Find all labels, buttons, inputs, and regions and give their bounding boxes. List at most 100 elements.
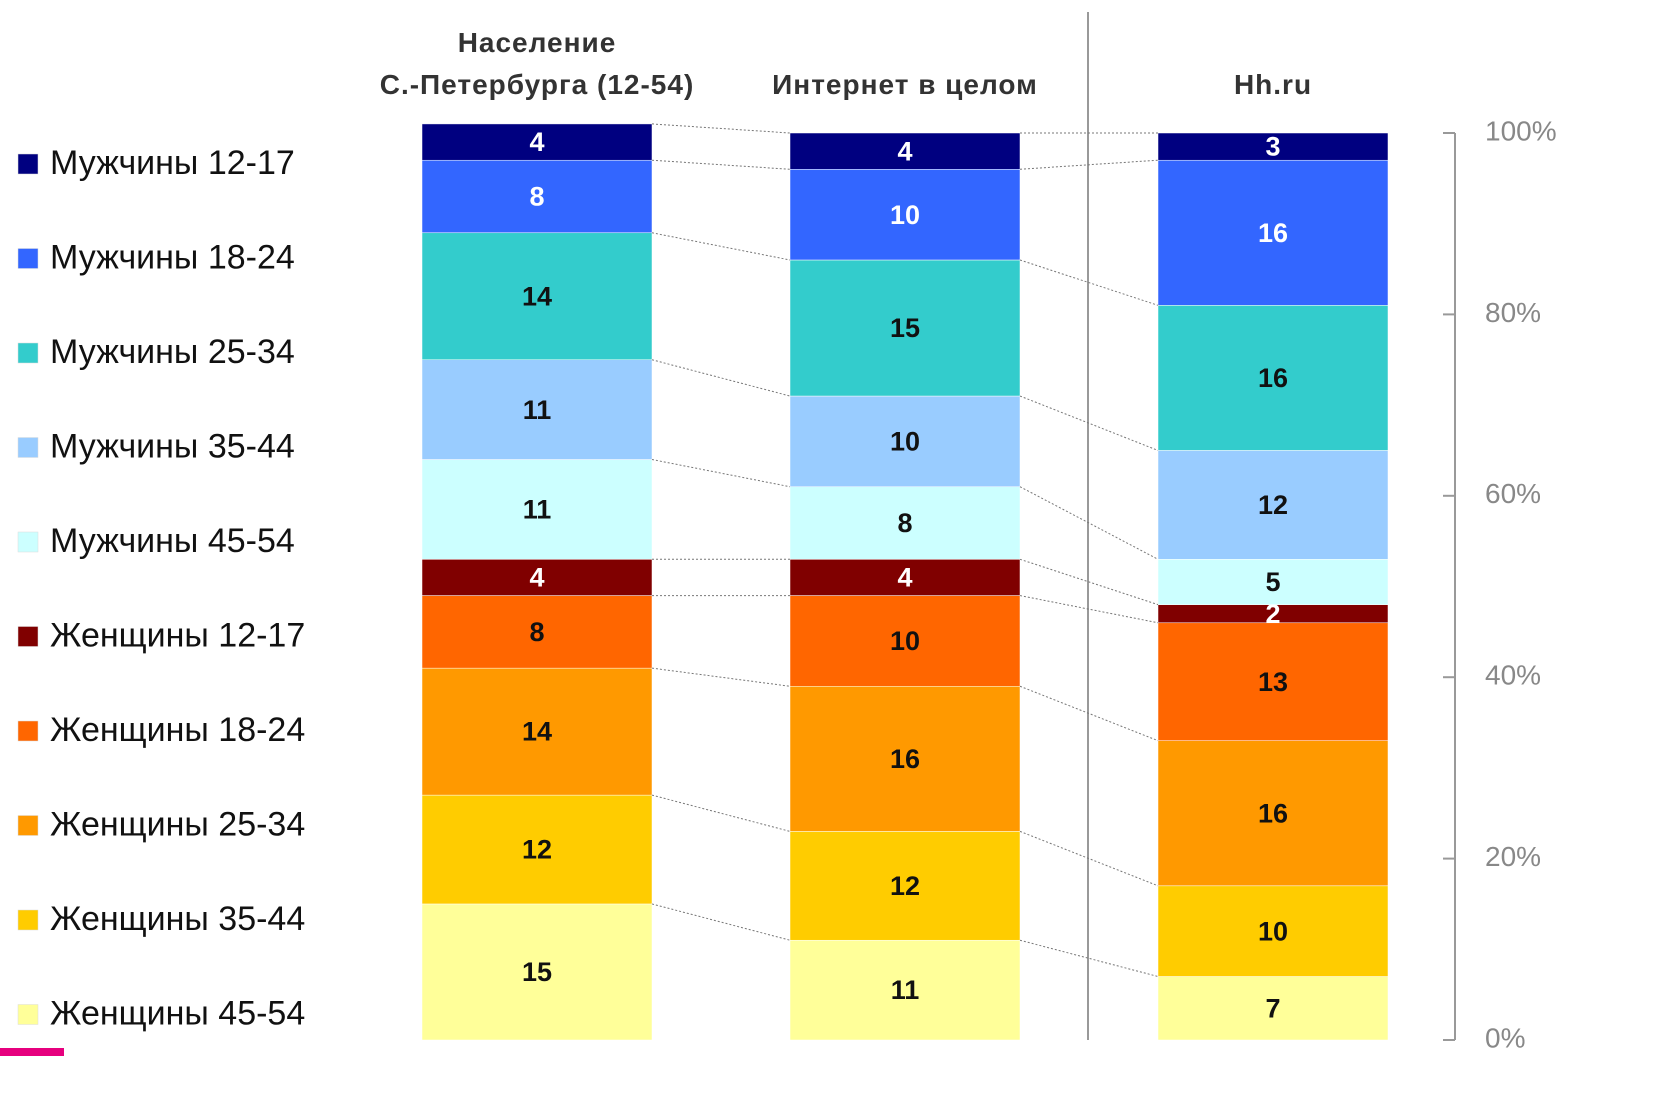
bar-segment [1157,885,1389,977]
value-label: 7 [1265,993,1280,1023]
bar-segment [421,794,653,905]
value-label: 16 [1258,218,1288,248]
legend-label: Женщины 25-34 [50,805,305,843]
y-tick-label: 100% [1485,115,1557,146]
logo-mark [0,1048,64,1056]
bar-segment [789,831,1021,941]
legend-swatch [17,153,39,175]
bar-segment [421,123,653,161]
y-tick-label: 40% [1485,660,1541,691]
value-label: 10 [890,626,920,656]
bar-segment [421,595,653,669]
value-label: 10 [1258,916,1288,946]
bar-segment [421,232,653,361]
connector [651,159,791,170]
value-label: 10 [890,427,920,457]
connector [1019,830,1159,887]
connector [1019,395,1159,451]
connector [651,232,791,261]
value-label: 12 [1258,490,1288,520]
value-label: 4 [897,136,912,166]
bar-segment [1157,159,1389,306]
legend-label: Женщины 35-44 [50,900,305,938]
legend-label: Мужчины 18-24 [50,238,295,276]
bar-segment [789,486,1021,560]
value-label: 15 [890,313,920,343]
y-tick-label: 80% [1485,297,1541,328]
connector [651,359,791,397]
legend-swatch [17,531,39,553]
value-label: 10 [890,200,920,230]
legend-label: Мужчины 35-44 [50,427,295,465]
bar-segment [789,595,1021,687]
legend-label: Женщины 18-24 [50,711,305,749]
value-label: 8 [529,617,544,647]
value-label: 4 [529,127,544,157]
legend-label: Мужчины 25-34 [50,333,295,371]
legend-swatch [17,248,39,269]
y-tick-label: 0% [1485,1022,1525,1053]
value-label: 11 [523,395,552,425]
connector [1019,486,1159,560]
value-label: 15 [522,957,552,987]
connector [1019,558,1159,606]
bar-segment [1157,450,1389,560]
bar-segment [1157,132,1389,161]
legend-swatch [17,1004,39,1025]
bar-segment [421,559,653,596]
connector [1019,259,1159,306]
bar-segment [1157,305,1389,451]
y-tick-label: 60% [1485,478,1541,509]
legend-label: Женщины 12-17 [50,616,305,654]
column-header: Население С.-Петербурга (12-54) [380,27,695,100]
value-label: 12 [890,871,920,901]
bar-segment [421,667,653,796]
connector [1019,159,1159,170]
bar-segment [1157,559,1389,605]
bar-segment [789,939,1021,1041]
bar-segment [421,159,653,234]
connector [651,459,791,488]
bar-segment [1157,622,1389,741]
bar-segment [789,395,1021,487]
legend-swatch [17,437,39,458]
bar-segment [789,686,1021,832]
value-label: 8 [897,508,912,538]
value-label: 11 [891,975,920,1005]
bar-segment [789,259,1021,397]
legend-swatch [17,626,39,647]
legend-label: Женщины 45-54 [50,994,305,1032]
connector [651,903,791,941]
connector [651,123,791,134]
y-tick-label: 20% [1485,841,1541,872]
bar-segment [789,559,1021,596]
legend-label: Мужчины 45-54 [50,522,295,560]
legend-swatch [17,342,39,364]
value-label: 14 [522,281,552,311]
bar-segment [789,169,1021,261]
legend-swatch [17,909,39,931]
value-label: 3 [1265,132,1280,162]
value-label: 12 [522,835,552,865]
column-header: Интернет в целом [772,69,1038,100]
bar-segment [1157,976,1389,1041]
bar-segment [421,459,653,560]
connector [1019,595,1159,624]
connector [651,667,791,687]
legend-swatch [17,720,39,742]
value-label: 11 [523,495,552,525]
connector [651,794,791,832]
legend-label: Мужчины 12-17 [50,144,295,182]
value-label: 16 [1258,363,1288,393]
value-label: 5 [1265,567,1280,597]
column-header: Hh.ru [1234,69,1312,100]
value-label: 14 [522,717,552,747]
value-label: 16 [890,744,920,774]
value-label: 2 [1265,599,1280,629]
value-label: 8 [529,182,544,212]
value-label: 13 [1258,667,1288,697]
bar-segment [421,903,653,1041]
bar-segment [1157,740,1389,887]
legend-swatch [17,815,39,836]
